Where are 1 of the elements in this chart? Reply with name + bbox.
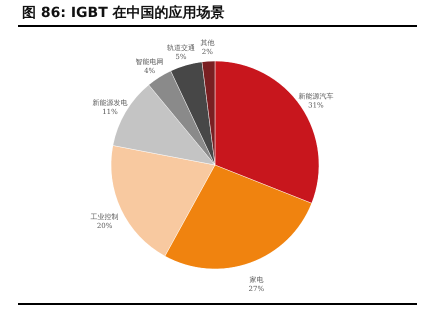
chart-title: 图 86: IGBT 在中国的应用场景 xyxy=(22,4,226,22)
